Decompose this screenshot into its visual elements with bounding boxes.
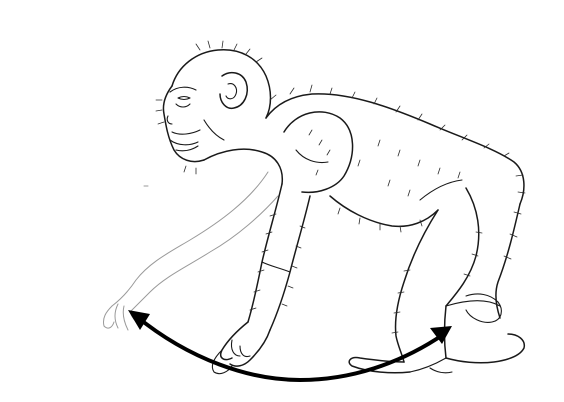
arrow-curve	[134, 314, 446, 382]
ghost-arm	[103, 171, 279, 331]
chimp-body	[203, 93, 525, 319]
double-headed-arrow	[128, 310, 452, 382]
chimp-head	[162, 49, 272, 163]
arrow-head-left	[128, 310, 150, 330]
hind-leg	[348, 187, 526, 374]
fur-strokes	[155, 40, 526, 334]
arrow-head-right	[430, 326, 452, 344]
front-arm	[211, 183, 311, 375]
